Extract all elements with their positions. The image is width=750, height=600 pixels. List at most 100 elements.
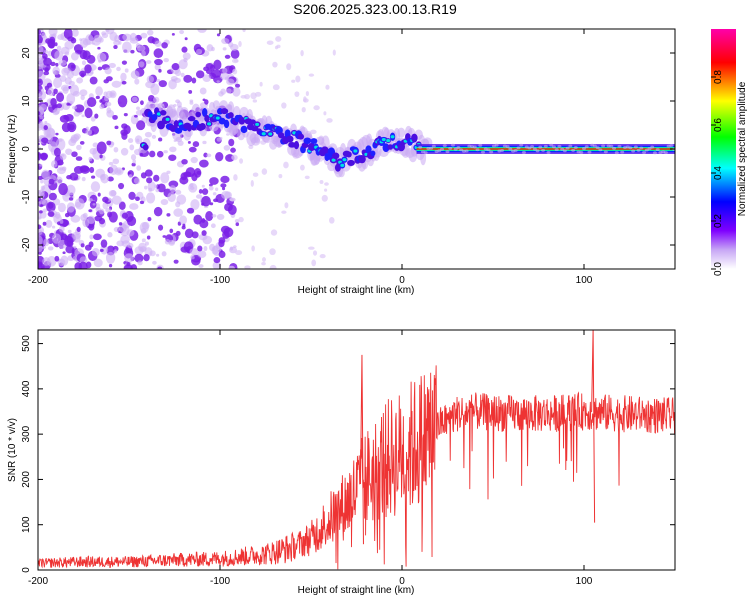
spectrogram-ridge-blob [310, 138, 318, 145]
spectrogram-noise-blob [147, 216, 152, 222]
spectrogram-noise-blob [76, 144, 82, 151]
spectrogram-noise-blob [98, 217, 106, 225]
spectrogram-y-label: Frequency (Hz) [7, 115, 18, 184]
spectrogram-noise-blob [211, 69, 222, 78]
spectrogram-band-edge [549, 143, 554, 147]
spectrogram-noise-blob [102, 196, 109, 203]
spectrogram-noise-blob [105, 207, 112, 213]
spectrogram-noise-blob [219, 72, 230, 80]
spectrogram-band-edge [418, 145, 423, 149]
spectrogram-noise-blob [43, 125, 48, 131]
spectrogram-noise-blob [129, 203, 139, 210]
spectrogram-noise-blob [56, 92, 65, 103]
spectrogram-noise-blob [180, 172, 188, 181]
spectrogram-ridge-blob [204, 114, 210, 123]
spectrogram-noise-blob [62, 251, 66, 255]
spectrogram-ridge-peak [331, 158, 336, 162]
spectrogram-ridge-blob [147, 111, 153, 118]
spectrogram-ridge-blob [218, 117, 226, 125]
spectrogram-noise-blob [96, 52, 107, 63]
spectrogram-noise-blob [160, 172, 170, 184]
spectrogram-noise-blob [105, 76, 113, 82]
spectrogram-noise-blob [57, 202, 66, 213]
spectrogram-noise-blob [95, 95, 100, 100]
spectrogram-noise-blob [108, 189, 117, 197]
spectrogram-noise-blob [44, 120, 48, 124]
spectrogram-noise-blob [173, 208, 184, 217]
spectrogram-noise-blob [167, 191, 176, 203]
spectrogram-noise-blob [130, 49, 135, 54]
spectrogram-band-edge [519, 143, 524, 147]
spectrogram-noise-blob [328, 216, 335, 224]
snr-x-ticks: -200 -100 0 100 [28, 330, 593, 587]
spectrogram-noise-blob [70, 134, 80, 142]
spectrogram-ridge-blob [303, 137, 312, 145]
spectrogram-noise-blob [43, 70, 50, 76]
spectrogram-noise-blob [112, 158, 120, 165]
spectrogram-noise-blob [216, 33, 221, 37]
spectrogram-noise-blob [157, 224, 164, 231]
spectrogram-noise-blob [140, 32, 148, 39]
spectrogram-noise-blob [38, 224, 42, 230]
spectrogram-y-tick-label: -20 [21, 237, 32, 252]
spectrogram-noise-blob [88, 156, 93, 162]
spectrogram-noise-blob [38, 44, 44, 57]
spectrogram-noise-blob [136, 45, 146, 52]
snr-x-tick-label: -100 [210, 576, 230, 587]
spectrogram-band-edge [440, 147, 445, 151]
spectrogram-band-edge [614, 151, 619, 155]
spectrogram-noise-blob [269, 264, 277, 269]
spectrogram-noise-blob [57, 34, 65, 41]
spectrogram-noise-blob [146, 29, 154, 36]
spectrogram-noise-blob [234, 83, 241, 88]
spectrogram-noise-blob [332, 49, 336, 56]
spectrogram-noise-blob [141, 50, 146, 57]
spectrogram-noise-blob [162, 235, 167, 238]
spectrogram-band-edge [535, 149, 540, 153]
spectrogram-noise-blob [124, 253, 134, 264]
spectrogram-band-edge [513, 149, 518, 153]
spectrogram-noise-blob [40, 153, 48, 161]
spectrogram-noise-blob [38, 42, 43, 47]
spectrogram-noise-blob [55, 62, 59, 67]
spectrogram-noise-blob [139, 200, 145, 205]
spectrogram-noise-blob [208, 185, 214, 191]
spectrogram-noise-blob [191, 231, 199, 239]
spectrogram-noise-blob [86, 97, 97, 108]
spectrogram-noise-blob [144, 131, 152, 138]
spectrogram-noise-blob [173, 259, 179, 264]
spectrogram-noise-blob [212, 192, 217, 196]
spectrogram-noise-blob [47, 211, 55, 217]
spectrogram-band-edge [521, 150, 526, 154]
spectrogram-ridge-blob [151, 114, 158, 121]
spectrogram-noise-blob [130, 70, 140, 79]
spectrogram-noise-blob [146, 235, 151, 240]
spectrogram-noise-blob [146, 75, 154, 84]
spectrogram-noise-blob [79, 89, 88, 97]
spectrogram-noise-blob [60, 84, 71, 92]
spectrogram-ridge-blob [228, 112, 234, 119]
colorbar-tick-label: 0.4 [713, 166, 724, 180]
spectrogram-noise-blob [99, 154, 103, 159]
spectrogram-noise-blob [133, 177, 141, 185]
spectrogram-ridge-blob [142, 144, 149, 151]
spectrogram-noise-blob [99, 248, 104, 252]
spectrogram-noise-blob [93, 258, 103, 268]
spectrogram-band-edge [587, 150, 592, 154]
spectrogram-ridge-blob [173, 120, 179, 128]
spectrogram-noise-blob [85, 126, 89, 130]
spectrogram-noise-blob [152, 96, 160, 103]
spectrogram-ridge-blob [411, 133, 418, 143]
spectrogram-noise-blob [113, 249, 118, 254]
spectrogram-band-edge [543, 144, 548, 148]
spectrogram-noise-blob [234, 219, 240, 224]
spectrogram-noise-blob [244, 93, 251, 100]
spectrogram-noise-blob [88, 209, 93, 213]
spectrogram-noise-blob [127, 138, 134, 144]
spectrogram-noise-blob [104, 101, 112, 107]
spectrogram-noise-blob [111, 195, 122, 205]
snr-line [38, 365, 675, 570]
spectrogram-noise-blob [146, 192, 156, 204]
spectrogram-noise-blob [114, 34, 120, 43]
spectrogram-noise-blob [120, 147, 129, 156]
